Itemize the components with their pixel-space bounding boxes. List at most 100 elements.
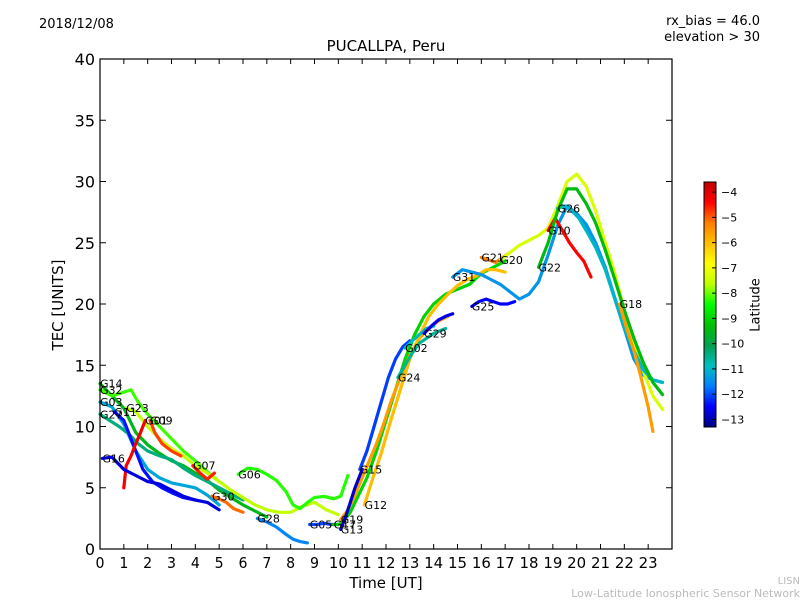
x-tick-label: 16 [472,554,491,572]
x-tick-label: 15 [448,554,467,572]
chart-title: PUCALLPA, Peru [326,37,446,55]
series-G28 [255,516,309,545]
y-tick-label: 30 [75,173,95,192]
x-tick-label: 23 [639,554,658,572]
series-G07 [191,464,216,481]
series-label: G11 [114,406,137,419]
series-label: G29 [424,327,447,340]
colorbar-tick-label: −7 [721,262,737,275]
series-layer [98,172,665,545]
series-label: G17 [334,519,357,532]
x-tick-label: 12 [377,554,396,572]
series-label: G15 [360,463,383,476]
series-G17 [332,259,507,527]
x-tick-label: 10 [329,554,348,572]
y-tick-label: 35 [75,111,95,130]
x-tick-label: 14 [424,554,443,572]
x-tick-label: 0 [96,554,105,572]
colorbar-tick-label: −12 [721,388,744,401]
x-tick-label: 18 [520,554,539,572]
series-G12 [362,268,507,507]
series-G09 [148,418,183,458]
x-tick-label: 21 [591,554,610,572]
x-tick-label: 8 [286,554,295,572]
series-G30 [210,494,245,514]
y-tick-label: 15 [75,356,95,375]
colorbar-tick-label: −5 [721,211,737,224]
series-G16 [100,455,221,512]
series-G29 [422,312,455,335]
x-tick-label: 19 [543,554,562,572]
series-label: G21 [481,251,504,264]
series-label: G02 [405,342,428,355]
x-tick-label: 11 [353,554,372,572]
series-label: G23 [126,402,149,415]
y-tick-label: 0 [85,540,95,559]
elevation-label: elevation > 30 [664,30,760,45]
series-G27 [98,412,245,502]
series-label: G16 [102,452,125,465]
series-label: G10 [548,225,571,238]
colorbar-tick-label: −11 [721,363,744,376]
colorbar-tick-label: −6 [721,237,737,250]
series-label: G05 [310,519,333,532]
series-label: G06 [238,468,261,481]
series-G06 [236,466,350,511]
series-label: G24 [398,372,421,385]
date-label: 2018/12/08 [39,17,114,32]
rx-bias-label: rx_bias = 46.0 [666,14,760,29]
series-label: G25 [472,300,495,313]
series-G26 [555,204,665,384]
series-G25 [470,297,517,308]
series-label: G09 [150,414,173,427]
x-axis: 0 1 2 3 4 5 6 7 8 9 10 11 12 13 14 15 16 17 18 19 20 21 22 23 [96,59,658,572]
x-tick-label: 1 [119,554,128,572]
series-G19 [339,314,450,522]
lisn-short: LISN [777,576,800,587]
rx-bias-info: rx_bias = 46.0 elevation > 30 [664,14,760,46]
x-axis-label: Time [UT] [349,574,423,592]
series-G22 [536,187,665,397]
x-tick-label: 7 [262,554,271,572]
series-G13 [339,467,364,532]
series-label: G28 [257,512,280,525]
series-G20 [498,172,665,411]
x-tick-label: 6 [239,554,248,572]
series-label: G22 [539,261,562,274]
x-tick-label: 13 [400,554,419,572]
series-G18 [617,302,655,433]
series-label: G01 [145,414,168,427]
series-label: G20 [500,254,523,267]
x-tick-label: 4 [191,554,200,572]
y-tick-label: 20 [75,295,95,314]
x-tick-label: 22 [615,554,634,572]
series-label: G07 [193,460,216,473]
series-label: G26 [558,202,581,215]
series-label: G31 [453,271,476,284]
series-label: G19 [341,514,364,527]
series-label: G30 [212,490,235,503]
colorbar: −4 −5 −6 −7 −8 −9 −10 −11 −12 −13 [703,181,744,428]
colorbar-label: Latitude [748,278,764,332]
x-tick-label: 3 [167,554,176,572]
y-tick-label: 40 [75,50,95,69]
series-G14 [98,382,269,519]
colorbar-tick-label: −10 [721,338,744,351]
series-label: G12 [365,499,388,512]
y-axis-label: TEC [UNITS] [49,259,67,351]
lisn-full: Low-Latitude Ionospheric Sensor Network [571,587,800,600]
colorbar-tick-label: −4 [721,186,737,199]
x-tick-label: 9 [310,554,319,572]
series-label: G27 [100,408,123,421]
x-tick-label: 5 [215,554,224,572]
series-label: G14 [100,378,123,391]
x-tick-label: 2 [143,554,152,572]
series-label: G03 [100,396,123,409]
y-axis: 0 5 10 15 20 25 30 35 40 [75,50,672,559]
y-tick-label: 25 [75,234,95,253]
plot-frame [99,58,673,550]
y-tick-label: 10 [75,418,95,437]
colorbar-tick-label: −9 [721,312,737,325]
